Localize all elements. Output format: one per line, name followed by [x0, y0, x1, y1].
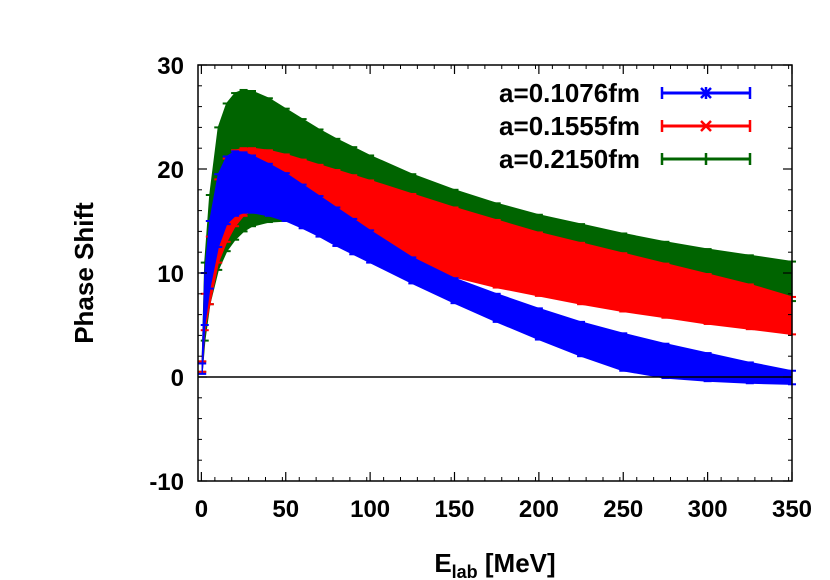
y-tick-label-2: 10 [157, 261, 184, 288]
legend-label-2: a=0.2150fm [499, 144, 640, 174]
x-tick-label-7: 350 [772, 496, 812, 523]
x-axis-label-main: E [434, 548, 451, 578]
x-axis-label-sub: lab [452, 562, 478, 580]
x-axis-label-unit: [MeV] [478, 548, 556, 578]
x-tick-label-4: 200 [519, 496, 559, 523]
y-tick-label-3: 20 [157, 157, 184, 184]
x-tick-label-0: 0 [195, 496, 208, 523]
x-tick-label-5: 250 [603, 496, 643, 523]
legend-label-1: a=0.1555fm [499, 111, 640, 141]
y-tick-label-4: 30 [157, 53, 184, 80]
y-tick-label-0: -10 [149, 469, 184, 496]
plot-frame [197, 64, 793, 482]
axis-tick-labels: 0 50 100 150 200 250 300 350 -10 0 10 20 30 [149, 53, 812, 523]
legend-marker-d2-0 [700, 87, 712, 99]
x-tick-label-2: 100 [350, 496, 390, 523]
y-axis-label: Phase Shift [69, 202, 99, 344]
x-tick-label-6: 300 [688, 496, 728, 523]
x-axis-label: Elab [MeV] [434, 548, 555, 580]
y-tick-label-1: 0 [171, 365, 184, 392]
series-bands [198, 88, 796, 386]
x-tick-label-3: 150 [434, 496, 474, 523]
legend-label-0: a=0.1076fm [499, 78, 640, 108]
x-tick-label-1: 50 [272, 496, 299, 523]
legend-marker-d2-1 [700, 120, 712, 132]
